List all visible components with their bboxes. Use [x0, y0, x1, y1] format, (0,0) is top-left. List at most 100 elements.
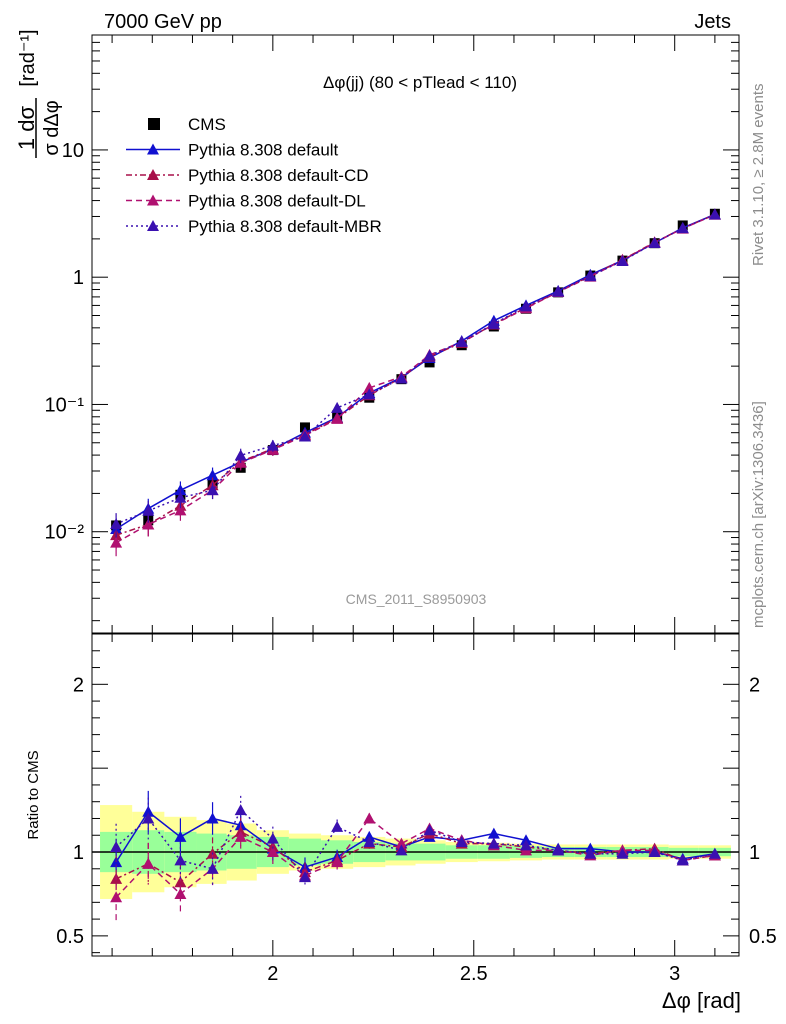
- ratio-point-default_mbr: [648, 846, 661, 858]
- ratio-point-default_mbr: [487, 837, 500, 849]
- main-point-default_mbr: [520, 300, 533, 312]
- ratio-point-default_mbr: [455, 835, 468, 847]
- main-point-default_mbr: [676, 222, 689, 234]
- main-point-default_dl: [110, 536, 123, 548]
- ratio-point-default: [174, 830, 187, 842]
- legend-label-data: CMS: [188, 115, 226, 134]
- legend-marker-default_mbr: [147, 220, 159, 231]
- ratio-point-default_mbr: [423, 824, 436, 836]
- legend-label-default: Pythia 8.308 default: [188, 141, 339, 160]
- ratio-point-default_mbr: [395, 844, 408, 856]
- x-tick-label: 2.5: [460, 963, 488, 985]
- x-axis-label: Δφ [rad]: [662, 988, 741, 1013]
- main-point-default_mbr: [423, 349, 436, 361]
- ratio-y-axis-label: Ratio to CMS: [25, 750, 42, 839]
- main-point-default_mbr: [616, 255, 629, 267]
- ratio-point-default_mbr: [676, 854, 689, 866]
- main-point-default_mbr: [648, 236, 661, 248]
- ratio-y-tick-label-right: 2: [749, 674, 760, 696]
- main-series-layer: [110, 208, 721, 557]
- main-point-default_mbr: [552, 285, 565, 297]
- ratio-point-default_mbr: [298, 871, 311, 883]
- ratio-point-default_mbr: [708, 847, 721, 859]
- main-point-default_mbr: [487, 317, 500, 329]
- main-point-default_mbr: [395, 372, 408, 384]
- analysis-id-label: CMS_2011_S8950903: [346, 591, 487, 607]
- ratio-plot-frame: [91, 633, 740, 957]
- ratio-y-tick-label: 2: [73, 674, 84, 696]
- main-line-default_dl: [115, 213, 716, 544]
- main-y-tick-label: 1: [73, 267, 84, 289]
- ratio-point-default_dl: [110, 891, 123, 903]
- ratio-y-tick-label-right: 0.5: [749, 926, 777, 948]
- legend-marker-default_dl: [147, 194, 159, 206]
- ratio-line-default_dl: [115, 817, 716, 898]
- main-point-default_mbr: [174, 491, 187, 503]
- ratio-point-default_dl: [234, 830, 247, 842]
- main-point-default_mbr: [708, 208, 721, 220]
- ratio-point-default_mbr: [616, 847, 629, 859]
- legend-label-default_mbr: Pythia 8.308 default-MBR: [188, 217, 382, 236]
- ratio-point-default_cd: [174, 876, 187, 888]
- x-tick-label: 2: [267, 963, 278, 985]
- ratio-point-default_dl: [363, 812, 376, 824]
- main-point-default_mbr: [298, 430, 311, 442]
- main-point-default: [206, 469, 219, 481]
- main-y-tick-label: 10: [62, 140, 84, 162]
- ratio-y-tick-label-right: 1: [749, 842, 760, 864]
- ratio-point-default_mbr: [331, 820, 344, 832]
- ratio-point-default_mbr: [363, 835, 376, 847]
- main-point-default_mbr: [584, 270, 597, 282]
- y-label-numerator: 1 dσ: [14, 106, 39, 151]
- ratio-point-default_mbr: [584, 847, 597, 859]
- main-point-default_mbr: [331, 401, 344, 413]
- main-point-default_mbr: [206, 484, 219, 496]
- ratio-point-default: [142, 805, 155, 817]
- main-point-default_dl: [331, 412, 344, 424]
- main-point-default_mbr: [455, 335, 468, 347]
- x-tick-label: 3: [669, 963, 680, 985]
- main-y-axis-label: 1 dσ σ dΔφ [rad⁻¹]: [14, 29, 63, 158]
- ratio-y-tick-label: 0.5: [56, 926, 84, 948]
- ratio-point-default_mbr: [552, 844, 565, 856]
- mcplots-site-label: mcplots.cern.ch [arXiv:1306.3436]: [750, 401, 767, 628]
- main-point-default_mbr: [142, 504, 155, 516]
- ratio-y-tick-label: 1: [73, 842, 84, 864]
- legend-label-default_cd: Pythia 8.308 default-CD: [188, 166, 369, 185]
- legend-marker-default_cd: [147, 169, 159, 180]
- legend-label-default_dl: Pythia 8.308 default-DL: [188, 192, 366, 211]
- main-line-default_mbr: [115, 213, 716, 525]
- ratio-point-default_mbr: [234, 804, 247, 816]
- ratio-point-default_mbr: [110, 840, 123, 852]
- main-plot-frame: [91, 34, 740, 634]
- ratio-point-default_dl: [174, 887, 187, 899]
- process-label: Jets: [694, 11, 731, 33]
- main-point-default_mbr: [234, 449, 247, 461]
- ratio-point-default_dl: [266, 846, 279, 858]
- main-y-tick-label: 10⁻²: [45, 522, 85, 544]
- ratio-point-default_dl: [395, 837, 408, 849]
- ratio-point-default_mbr: [520, 839, 533, 851]
- main-point-default_dl: [363, 381, 376, 393]
- legend-marker-cms: [148, 118, 160, 130]
- ratio-point-default_dl: [331, 856, 344, 868]
- rivet-version-label: Rivet 3.1.10, ≥ 2.8M events: [750, 84, 767, 267]
- ratio-point-default_mbr: [142, 812, 155, 824]
- legend-marker-default: [147, 143, 159, 155]
- ratio-point-default_mbr: [174, 854, 187, 866]
- ratio-point-default_dl: [142, 857, 155, 869]
- y-label-unit: [rad⁻¹]: [17, 29, 39, 86]
- axes: 10 1 10⁻¹ 10⁻² 2 2.5 3 0.5 0.5 1 1 2 2: [45, 34, 777, 985]
- main-point-default_mbr: [363, 388, 376, 400]
- main-point-default_dl: [174, 504, 187, 516]
- plot-title: Δφ(jj) (80 < pTlead < 110): [323, 73, 517, 92]
- ratio-point-default_mbr: [266, 832, 279, 844]
- main-point-default_mbr: [110, 517, 123, 529]
- ratio-line-default_mbr: [115, 808, 716, 879]
- ratio-point-default: [487, 827, 500, 839]
- ratio-series-layer: [110, 790, 721, 921]
- main-point-default_mbr: [266, 439, 279, 451]
- main-point-default_dl: [142, 518, 155, 530]
- legend: CMS Pythia 8.308 default Pythia 8.308 defa…: [126, 115, 382, 236]
